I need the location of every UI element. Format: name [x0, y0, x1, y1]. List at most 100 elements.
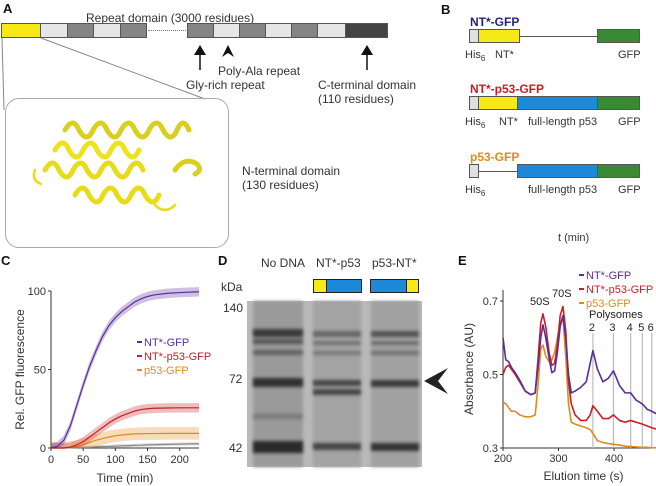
y-axis-label: Rel. GFP fluorescence [13, 309, 27, 430]
series-line-p53-gfp [502, 316, 656, 449]
gel-band [371, 380, 419, 387]
legend-label: NT*-GFP [144, 337, 189, 349]
n-terminal-size-label: (130 residues) [242, 178, 319, 192]
y-tick-label: 100 [28, 286, 46, 298]
panel-label-a: A [3, 1, 13, 16]
gel-bands [253, 329, 419, 453]
zoom-line-left [1, 37, 5, 111]
his-text: His [465, 49, 481, 61]
nt-protein-structure [32, 120, 203, 212]
p53-label: full-length p53 [528, 116, 598, 128]
sds-page-gel [247, 301, 422, 467]
repeat-domain-label: Repeat domain (3000 residues) [86, 11, 255, 25]
marker-label: 72 [229, 372, 243, 386]
polysome-number: 2 [589, 322, 595, 334]
kda-label: kDa [221, 280, 243, 294]
x-tick-label: 50 [77, 454, 89, 466]
gfp-label: GFP [618, 116, 641, 128]
gfp-box [597, 29, 640, 43]
x-tick-label: 100 [106, 454, 124, 466]
zoom-line-right [40, 37, 206, 100]
series-line-nt-gfp [502, 314, 656, 415]
gfp-label: GFP [618, 49, 641, 61]
polysome-number: 5 [638, 322, 644, 334]
nt-box [478, 29, 520, 43]
marker-label: 140 [223, 301, 244, 315]
panel-label-b: B [441, 2, 451, 17]
his-label: His6 [465, 49, 485, 63]
gfp-box [597, 96, 640, 110]
lane-label: p53-NT* [372, 256, 417, 270]
c-terminal-label: C-terminal domain [318, 78, 417, 92]
peak-label-50s: 50S [530, 296, 550, 308]
lane-label: NT*-p53 [316, 256, 361, 270]
gel-band [313, 380, 361, 386]
his-subscript: 6 [480, 54, 486, 64]
gel-band [371, 331, 419, 337]
stray-axis-label: t (min) [558, 232, 590, 244]
gly-rich-label: Gly-rich repeat [186, 78, 265, 92]
polysome-number: 3 [609, 322, 615, 334]
gfp-label: GFP [618, 184, 641, 196]
x-tick-label: 200 [171, 454, 189, 466]
x-tick-label: 400 [605, 453, 623, 465]
gel-band [253, 414, 303, 419]
panel-label-c: C [1, 253, 11, 268]
p53-box [517, 96, 598, 110]
p53-box [517, 164, 598, 178]
x-axis-label: Elution time (s) [543, 469, 623, 483]
polysome-number: 6 [648, 322, 654, 334]
polysome-number: 4 [627, 322, 633, 334]
lane-label: No DNA [261, 256, 306, 270]
p53-box [326, 279, 362, 293]
his-subscript: 6 [480, 189, 486, 199]
nt-structure-box [5, 98, 229, 248]
gel-band [313, 443, 361, 450]
series-band-nt-p53-gfp [51, 403, 199, 448]
linker-line [520, 36, 598, 37]
gel-band [253, 339, 303, 344]
x-tick-label: 200 [494, 453, 512, 465]
polysomes-label: Polysomes [589, 309, 643, 321]
poly-ala-label: Poly-Ala repeat [218, 64, 301, 78]
legend-label: p53-GFP [586, 298, 631, 310]
p53-label: full-length p53 [528, 184, 598, 196]
his-text: His [465, 116, 481, 128]
x-axis-label: Time (min) [97, 471, 154, 485]
y-tick-label: 0 [40, 443, 46, 455]
panel-label-e: E [458, 253, 467, 268]
his-subscript: 6 [480, 121, 486, 131]
series-line-nt-p53-gfp [502, 305, 656, 430]
nt-box [313, 279, 327, 293]
nt-label: NT* [495, 49, 514, 61]
gel-band [253, 441, 303, 453]
linker-line [479, 171, 518, 172]
chart-e-polysome-profile: 0.3 0.5 0.7 200 300 400 Elution time (s) Absorb… [462, 270, 656, 483]
gel-band [313, 341, 361, 345]
arrowhead-icon [424, 368, 448, 394]
gel-band [253, 329, 303, 337]
construct-title: NT*-GFP [470, 15, 520, 29]
gfp-box [597, 164, 640, 178]
y-tick-label: 0.7 [483, 296, 498, 308]
peak-label-70s: 70S [552, 288, 572, 300]
his-label: His6 [465, 116, 485, 130]
panel-label-d: D [218, 253, 228, 268]
n-terminal-label: N-terminal domain [242, 164, 341, 178]
c-terminal-arrow-icon [361, 45, 373, 70]
annotation-arrows [1, 37, 373, 111]
legend-label: NT*-p53-GFP [586, 284, 653, 296]
c-terminal-segment [345, 23, 388, 38]
series-band-no-dna [51, 442, 199, 448]
nt-box [406, 279, 419, 293]
x-tick-label: 300 [549, 453, 567, 465]
y-axis-label: Absorbance (AU) [462, 323, 476, 415]
series-line-nt-gfp [50, 291, 200, 449]
y-tick-label: 0.5 [483, 370, 498, 382]
marker-label: 42 [229, 441, 243, 455]
dotted-gap [148, 30, 186, 31]
his-label: His6 [465, 184, 485, 198]
nt-box [478, 96, 518, 110]
series-line-nt-p53-gfp [51, 407, 199, 449]
c-terminal-size-label: (110 residues) [318, 92, 394, 106]
